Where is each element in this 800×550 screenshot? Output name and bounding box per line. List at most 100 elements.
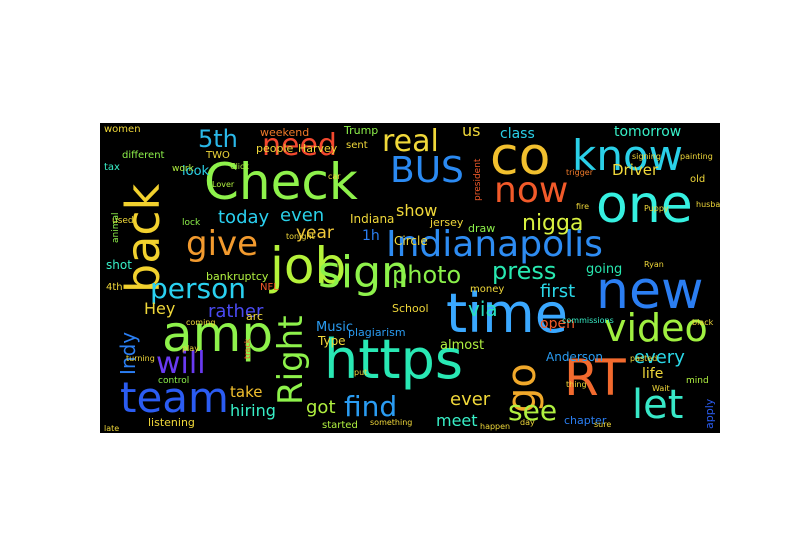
word: look (182, 164, 210, 179)
word: us (462, 123, 481, 140)
word: coming (186, 318, 216, 327)
word: fire (576, 202, 590, 211)
word: got (306, 397, 336, 418)
word: new (596, 261, 704, 321)
word: mind (686, 376, 709, 386)
word: tax (104, 162, 120, 173)
word: signing (632, 152, 661, 161)
word: tonight (286, 232, 315, 241)
word: person (150, 272, 246, 305)
word: animal (111, 212, 121, 243)
word: plagiarism (348, 326, 406, 339)
word: happen (480, 422, 511, 431)
word: video (604, 306, 708, 350)
word: day (520, 418, 535, 427)
word: lock (182, 218, 201, 228)
word: commissions (562, 316, 614, 325)
word: Lover (212, 180, 235, 189)
word: trigger (566, 168, 594, 177)
word: Music (316, 320, 353, 335)
word: painting (680, 152, 713, 161)
word: TWO (206, 150, 230, 161)
word: NFL (260, 282, 279, 293)
word: different (122, 150, 165, 161)
word: rather (208, 301, 264, 322)
word: pasted (630, 354, 658, 363)
word: team (120, 373, 229, 422)
word: money (470, 284, 505, 295)
word: Right (271, 315, 311, 405)
word: put (354, 368, 368, 377)
word: weekend (260, 126, 310, 139)
word: Indiana (350, 212, 395, 226)
word: https (324, 328, 463, 391)
word: bankruptcy (206, 270, 269, 283)
word: find (344, 390, 398, 423)
word: shot (106, 258, 132, 272)
word: thing (566, 380, 587, 389)
word: president (473, 158, 483, 201)
word: RT (564, 349, 626, 407)
word: give (186, 224, 259, 264)
word: first (540, 281, 576, 302)
word: sent (346, 140, 368, 151)
word: women (104, 124, 141, 135)
word: apply (703, 398, 716, 429)
word: old (690, 174, 706, 185)
word: every (634, 347, 685, 368)
word: sign (318, 247, 409, 298)
word: Click (230, 162, 250, 171)
word: life (642, 366, 664, 382)
word: show (396, 201, 438, 220)
word: let (632, 382, 684, 428)
word: co (490, 127, 551, 187)
word: jersey (430, 216, 464, 229)
word: take (230, 383, 263, 401)
word: job (270, 237, 347, 295)
word: one (596, 175, 693, 235)
word: going (586, 262, 623, 277)
word: car (328, 172, 341, 181)
word: via (468, 297, 498, 321)
word: 4th (106, 282, 123, 293)
word: tomorrow (614, 124, 682, 140)
word: hiring (230, 401, 276, 420)
word: something (370, 418, 413, 427)
word: arc (246, 310, 264, 323)
word: BUS (390, 150, 464, 191)
word: open (540, 316, 575, 332)
word: track (243, 338, 252, 359)
word: Harvey (298, 142, 338, 155)
word: nigga (522, 211, 584, 236)
word: photo (392, 261, 462, 289)
word: Anderson (546, 350, 603, 364)
word-cloud: Check back job amp https time new co kno… (100, 123, 720, 433)
word: Trump (344, 124, 379, 137)
word: Check (204, 153, 358, 211)
word: Ryan (644, 260, 664, 269)
word: Circle (394, 234, 428, 248)
word: year (296, 223, 334, 243)
word: draw (468, 222, 496, 235)
word: black (692, 318, 714, 327)
word: almost (440, 338, 485, 353)
word: even (280, 205, 325, 226)
word: 1h (362, 228, 380, 244)
word: see (508, 394, 558, 427)
word: meet (436, 411, 478, 430)
word: class (500, 126, 535, 142)
word: time (446, 282, 569, 345)
word: now (494, 170, 569, 211)
word: late (104, 424, 120, 433)
word: husband (696, 200, 720, 209)
word: Driver (612, 161, 659, 179)
word: School (392, 302, 429, 315)
word: listening (148, 416, 195, 429)
word: used (112, 216, 134, 226)
word: Indianapolis (386, 224, 603, 265)
word: people (256, 142, 294, 155)
word: know (572, 131, 683, 180)
word: real (382, 124, 439, 159)
word: Wait (652, 384, 670, 393)
word: control (158, 376, 190, 386)
